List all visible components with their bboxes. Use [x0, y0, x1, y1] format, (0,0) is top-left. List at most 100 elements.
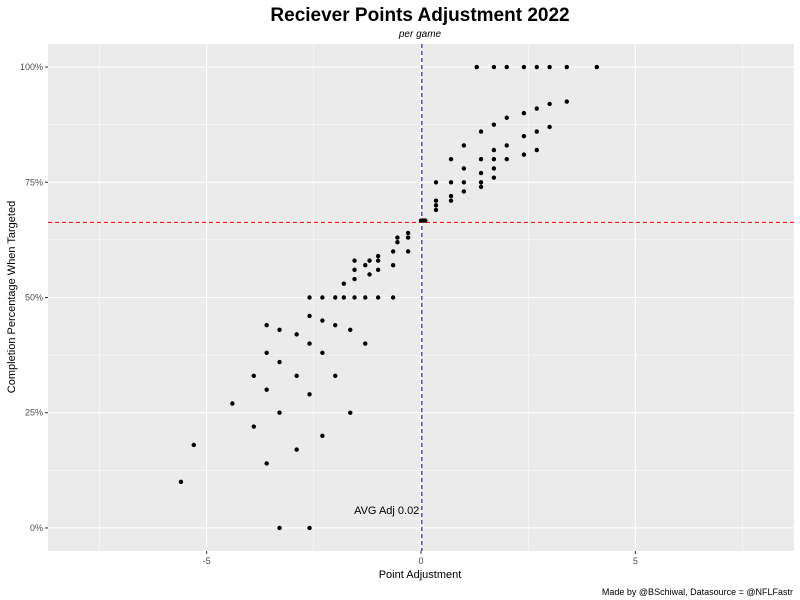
data-point [504, 64, 509, 70]
data-point [395, 239, 400, 245]
data-point [491, 122, 497, 127]
data-point [341, 295, 347, 300]
chart-caption: Made by @BSchiwal, Datasource = @NFLFast… [602, 587, 793, 597]
data-point [478, 184, 484, 190]
data-point [448, 198, 454, 203]
data-point [478, 129, 484, 134]
data-point [504, 115, 509, 120]
data-point [491, 157, 497, 162]
data-point [534, 106, 539, 111]
data-point [395, 235, 400, 240]
data-point [363, 341, 368, 346]
x-axis-title: Point Adjustment [379, 569, 462, 581]
data-point [294, 332, 299, 337]
data-point [564, 99, 569, 104]
data-point [491, 175, 497, 180]
data-point [547, 101, 552, 107]
data-point [478, 180, 484, 185]
data-point [307, 392, 312, 397]
data-point [491, 166, 497, 171]
data-point [320, 318, 325, 323]
data-point [423, 218, 428, 223]
data-point [375, 295, 381, 300]
data-point [504, 143, 509, 148]
data-point [307, 525, 312, 531]
data-point [307, 341, 312, 346]
data-point [491, 147, 497, 153]
data-point [348, 410, 353, 415]
data-point [251, 373, 256, 379]
data-point [461, 166, 467, 171]
data-point [521, 64, 527, 70]
chart-title: Reciever Points Adjustment 2022 [270, 5, 569, 26]
data-point [307, 295, 312, 300]
data-point [333, 322, 338, 328]
data-point [367, 258, 372, 263]
data-point [294, 373, 299, 379]
data-point [375, 267, 381, 273]
data-point [534, 64, 539, 70]
data-point [547, 124, 552, 130]
data-point [448, 193, 454, 199]
data-point [564, 64, 569, 70]
data-point [433, 203, 439, 208]
data-point [433, 207, 439, 213]
data-point [348, 327, 353, 332]
data-point [264, 322, 269, 328]
data-point [461, 180, 467, 185]
data-point [534, 129, 539, 134]
y-tick-label: 100% [20, 62, 43, 72]
data-points [178, 64, 599, 531]
data-point [448, 157, 454, 162]
data-point [191, 442, 196, 448]
axis-ticks: -5 0 50%25%50%75%100% [20, 62, 638, 566]
data-point [521, 152, 527, 157]
data-point [251, 424, 256, 429]
data-point [390, 263, 396, 268]
data-point [534, 147, 539, 153]
data-point [405, 230, 411, 236]
y-tick-label: 25% [25, 408, 43, 418]
data-point [277, 410, 282, 415]
data-point [277, 525, 282, 531]
x-tick-label: -5 [203, 556, 211, 566]
data-point [474, 64, 479, 70]
data-point [333, 295, 338, 300]
data-point [320, 295, 325, 300]
y-tick-label: 50% [25, 293, 43, 303]
data-point [461, 143, 467, 148]
data-point [478, 157, 484, 162]
data-point [333, 373, 338, 379]
data-point [390, 295, 396, 300]
data-point [178, 479, 184, 485]
data-point [448, 180, 454, 185]
data-point [375, 258, 381, 263]
data-point [277, 359, 282, 365]
data-point [294, 447, 299, 452]
y-tick-label: 75% [25, 177, 43, 187]
avg-adjustment-annotation: AVG Adj 0.02 [354, 505, 419, 517]
grid-lines [48, 44, 794, 551]
data-point [491, 64, 497, 70]
data-point [405, 235, 411, 240]
y-tick-label: 0% [30, 523, 43, 533]
data-point [367, 272, 372, 277]
data-point [504, 157, 509, 162]
x-tick-label: 0 [418, 556, 423, 566]
data-point [264, 350, 269, 356]
data-point [461, 189, 467, 194]
data-point [277, 327, 282, 332]
chart-subtitle: per game [398, 29, 442, 40]
data-point [352, 295, 357, 300]
data-point [375, 253, 381, 259]
data-point [521, 133, 527, 139]
data-point [478, 170, 484, 176]
data-point [352, 276, 357, 282]
data-point [433, 180, 439, 185]
data-point [307, 313, 312, 319]
data-point [230, 401, 235, 406]
data-point [264, 461, 269, 466]
data-point [352, 258, 357, 263]
data-point [390, 249, 396, 254]
